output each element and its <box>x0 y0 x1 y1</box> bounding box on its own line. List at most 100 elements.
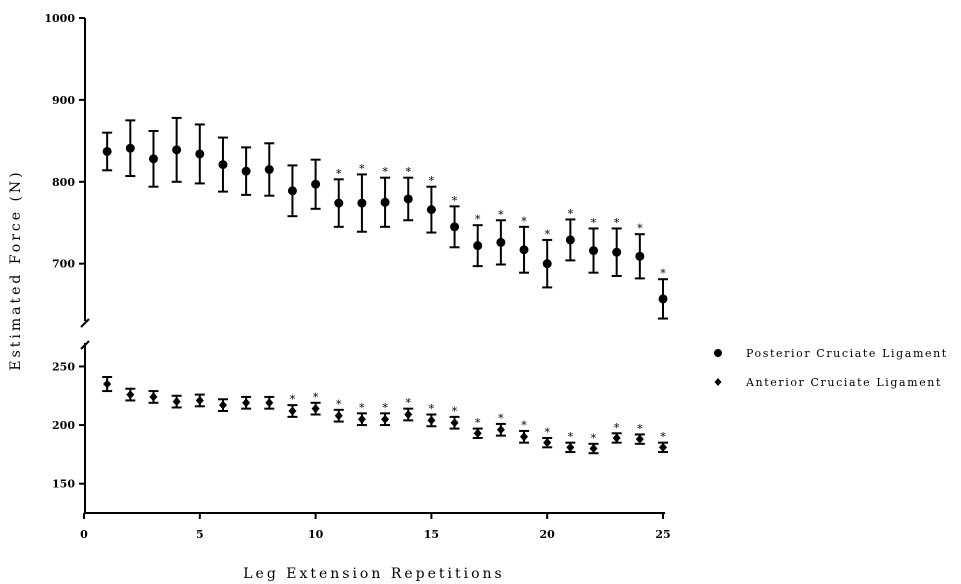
significance-marker: * <box>521 419 527 432</box>
significance-marker: * <box>336 398 342 411</box>
data-point <box>380 197 390 207</box>
x-axis-label: Leg Extension Repetitions <box>243 566 505 582</box>
data-point <box>473 241 483 251</box>
significance-marker: * <box>429 403 435 416</box>
data-point <box>496 425 505 435</box>
y-tick-label: 800 <box>52 176 75 189</box>
data-point <box>450 222 460 232</box>
y-tick-label: 250 <box>52 360 75 373</box>
data-point <box>659 442 667 452</box>
x-tick-label: 0 <box>80 528 88 541</box>
data-point <box>125 143 135 153</box>
x-tick-label: 15 <box>424 528 439 541</box>
data-point <box>658 294 668 304</box>
x-tick-label: 25 <box>655 528 670 541</box>
legend: Posterior Cruciate Ligament Anterior Cruc… <box>714 347 948 389</box>
significance-marker: * <box>544 228 550 241</box>
significance-marker: * <box>591 432 597 445</box>
data-point <box>148 154 158 164</box>
data-point <box>103 379 112 389</box>
significance-marker: * <box>614 216 620 229</box>
significance-marker: * <box>359 401 365 414</box>
data-point <box>195 395 204 405</box>
data-point <box>311 179 321 189</box>
data-point <box>288 406 297 416</box>
significance-marker: * <box>336 167 342 180</box>
data-point <box>427 415 436 425</box>
legend-marker <box>714 349 722 357</box>
data-point <box>102 146 112 156</box>
data-point <box>426 205 436 215</box>
significance-marker: * <box>313 391 319 404</box>
data-point <box>311 404 320 414</box>
data-point <box>334 411 343 421</box>
data-point <box>287 186 297 196</box>
data-point <box>519 245 529 255</box>
significance-marker: * <box>405 397 411 410</box>
x-tick-label: 10 <box>308 528 324 541</box>
x-tick-label: 5 <box>196 528 204 541</box>
x-tick-label: 20 <box>540 528 556 541</box>
significance-marker: * <box>498 412 504 425</box>
data-point <box>334 198 344 208</box>
data-point <box>218 400 227 410</box>
y-tick-label: 1000 <box>44 12 75 25</box>
data-point <box>195 149 205 159</box>
significance-marker: * <box>498 208 504 221</box>
axis-break-mark <box>80 318 90 328</box>
data-point <box>357 414 366 424</box>
significance-marker: * <box>660 267 666 280</box>
significance-marker: * <box>452 194 458 207</box>
axis-break-mark <box>80 340 90 350</box>
significance-marker: * <box>405 166 411 179</box>
y-tick-label: 150 <box>52 478 75 491</box>
significance-marker: * <box>382 166 388 179</box>
data-point <box>404 410 413 420</box>
data-point <box>543 438 552 448</box>
data-point <box>381 414 390 424</box>
data-point <box>172 397 181 407</box>
data-point <box>126 390 135 400</box>
data-point <box>357 198 367 208</box>
significance-marker: * <box>568 431 574 444</box>
data-point <box>264 165 274 174</box>
data-point <box>589 444 598 454</box>
significance-marker: * <box>637 222 643 235</box>
data-point <box>635 251 645 261</box>
data-point <box>635 434 644 444</box>
significance-marker: * <box>429 175 435 188</box>
data-point <box>612 247 622 257</box>
significance-marker: * <box>591 216 597 229</box>
legend-label: Posterior Cruciate Ligament <box>746 347 948 360</box>
significance-marker: * <box>544 426 550 439</box>
data-point <box>265 398 274 408</box>
significance-marker: * <box>452 405 458 418</box>
data-point <box>496 237 506 247</box>
significance-marker: * <box>475 213 481 226</box>
legend-label: Anterior Cruciate Ligament <box>745 376 942 389</box>
y-tick-label: 700 <box>52 258 75 271</box>
significance-marker: * <box>521 215 527 228</box>
significance-marker: * <box>614 421 620 434</box>
legend-marker <box>714 378 722 386</box>
data-point <box>149 392 158 402</box>
significance-marker: * <box>290 393 296 406</box>
data-point <box>450 418 459 428</box>
data-point <box>566 442 575 452</box>
y-tick-label: 900 <box>52 94 75 107</box>
data-point <box>241 166 251 176</box>
plot-layer: 700 800 900 1000 150 200 250 0 5 10 15 20 25 * * * * * * * *… <box>44 12 670 541</box>
data-point <box>242 398 251 408</box>
data-point <box>172 145 182 155</box>
significance-marker: * <box>660 431 666 444</box>
data-point <box>589 246 599 256</box>
significance-marker: * <box>637 422 643 435</box>
data-point <box>403 194 413 204</box>
data-point <box>565 235 575 245</box>
y-tick-label: 200 <box>52 419 75 432</box>
data-point <box>542 259 552 269</box>
significance-marker: * <box>359 162 365 175</box>
data-point <box>218 160 228 170</box>
data-point <box>612 433 621 443</box>
